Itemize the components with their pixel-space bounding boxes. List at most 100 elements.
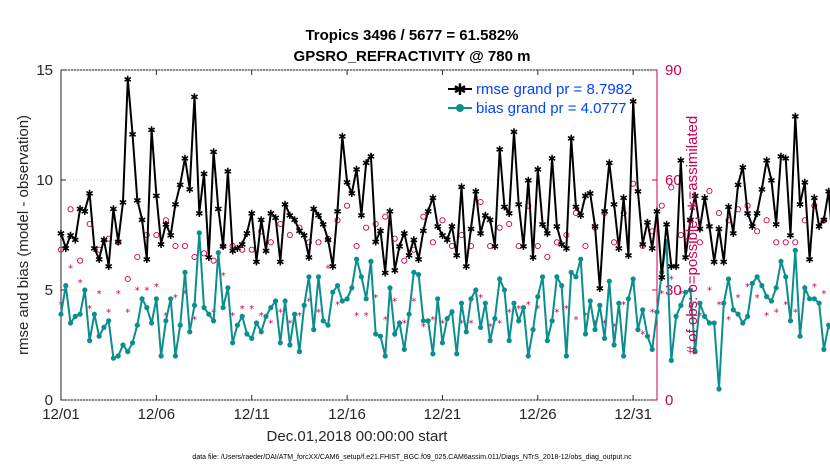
bias-point	[344, 296, 350, 302]
assimilated-obs-point: *	[755, 293, 760, 304]
bias-point	[177, 322, 183, 328]
bias-point	[568, 269, 574, 275]
bias-point	[468, 296, 474, 302]
rmse-point: ✱	[348, 189, 356, 200]
rmse-point: ✱	[395, 242, 403, 253]
rmse-point: ✱	[715, 224, 723, 235]
y-tick-label-3: 15	[36, 62, 53, 79]
bias-point	[516, 318, 522, 324]
rmse-point: ✱	[624, 251, 632, 262]
possible-obs-point	[267, 239, 274, 246]
rmse-point: ✱	[634, 187, 642, 198]
rmse-point: ✱	[133, 196, 141, 207]
rmse-point: ✱	[57, 229, 65, 240]
bias-point	[806, 296, 813, 302]
assimilated-obs-point: *	[259, 311, 264, 322]
bias-point	[611, 342, 617, 348]
bias-series	[58, 230, 830, 392]
rmse-point: ✱	[658, 273, 666, 284]
legend-rmse-label: rmse grand pr = 8.7982	[476, 81, 632, 98]
possible-obs-point	[487, 242, 494, 250]
rmse-point: ✱	[710, 257, 718, 268]
assimilated-obs-point: *	[640, 330, 645, 341]
rmse-point: ✱	[700, 194, 708, 205]
bias-point	[172, 353, 179, 359]
rmse-point: ✱	[190, 92, 198, 103]
bias-point	[439, 340, 446, 346]
rmse-point: ✱	[90, 244, 98, 255]
assimilated-obs-point: *	[535, 304, 540, 315]
rmse-point: ✱	[300, 231, 308, 242]
bias-point	[654, 309, 660, 315]
bias-point	[230, 340, 236, 346]
possible-obs-point	[210, 257, 217, 264]
bias-point	[58, 311, 64, 317]
bias-point	[301, 302, 307, 308]
bias-point	[91, 311, 97, 317]
bias-point	[430, 351, 436, 357]
rmse-point: ✱	[357, 211, 365, 222]
assimilated-obs-point: *	[573, 315, 578, 326]
bias-point	[277, 340, 283, 346]
possible-obs-point	[754, 228, 761, 235]
bias-point	[196, 230, 202, 236]
assimilated-obs-point: *	[297, 311, 302, 322]
rmse-point: ✱	[681, 253, 689, 264]
x-tick-label-1: 12/06	[138, 406, 176, 423]
possible-obs-point	[534, 242, 541, 250]
bias-point	[225, 285, 231, 291]
rmse-point: ✱	[734, 180, 742, 191]
bias-point	[721, 300, 727, 306]
bias-point	[559, 283, 565, 289]
x-tick-label-5: 12/26	[519, 406, 557, 423]
rmse-point: ✱	[81, 207, 89, 218]
bias-point	[115, 353, 121, 359]
bias-point	[315, 274, 322, 280]
possible-obs-point	[611, 239, 618, 246]
rmse-point: ✱	[319, 220, 327, 231]
rmse-point: ✱	[777, 152, 785, 163]
rmse-point: ✱	[820, 216, 828, 227]
assimilated-obs-point: *	[459, 319, 464, 330]
y-right-tick-label-0: 0	[665, 392, 673, 409]
bias-point	[234, 322, 241, 328]
assimilated-obs-point: *	[736, 293, 741, 304]
rmse-point: ✱	[782, 154, 790, 165]
rmse-point: ✱	[581, 191, 589, 202]
y-tick-label-0: 0	[45, 392, 53, 409]
assimilated-obs-point: *	[221, 271, 226, 282]
assimilated-obs-point: *	[659, 289, 664, 300]
possible-obs-point	[363, 224, 370, 231]
bias-point	[101, 324, 107, 330]
rmse-point: ✱	[801, 178, 809, 189]
assimilated-obs-point: *	[154, 282, 159, 293]
bias-point	[501, 287, 508, 293]
bias-point	[482, 300, 488, 306]
rmse-point: ✱	[410, 235, 418, 246]
rmse-point: ✱	[286, 211, 294, 222]
assimilated-obs-point: *	[230, 311, 235, 322]
assimilated-obs-point: *	[678, 289, 683, 300]
rmse-point: ✱	[224, 167, 232, 178]
bias-point	[811, 296, 817, 302]
rmse-point: ✱	[114, 238, 122, 249]
data-file-footnote: data file: /Users/raeder/DAI/ATM_forcXX/…	[192, 454, 632, 461]
rmse-point: ✱	[252, 257, 260, 268]
bias-point	[792, 247, 798, 253]
bias-point	[787, 318, 794, 324]
bias-point	[740, 320, 746, 326]
bias-point	[134, 322, 140, 328]
bias-point	[673, 313, 679, 319]
rmse-point: ✱	[243, 229, 251, 240]
rmse-point: ✱	[572, 202, 580, 213]
rmse-point: ✱	[71, 235, 79, 246]
bias-point	[349, 285, 355, 291]
x-tick-label-2: 12/11	[234, 406, 270, 423]
rmse-point: ✱	[615, 244, 623, 255]
assimilated-obs-point: *	[669, 275, 674, 286]
rmse-point: ✱	[605, 158, 613, 169]
bias-point	[511, 300, 517, 306]
bias-point	[287, 342, 293, 348]
bias-point	[125, 349, 131, 355]
rmse-point: ✱	[453, 251, 461, 262]
